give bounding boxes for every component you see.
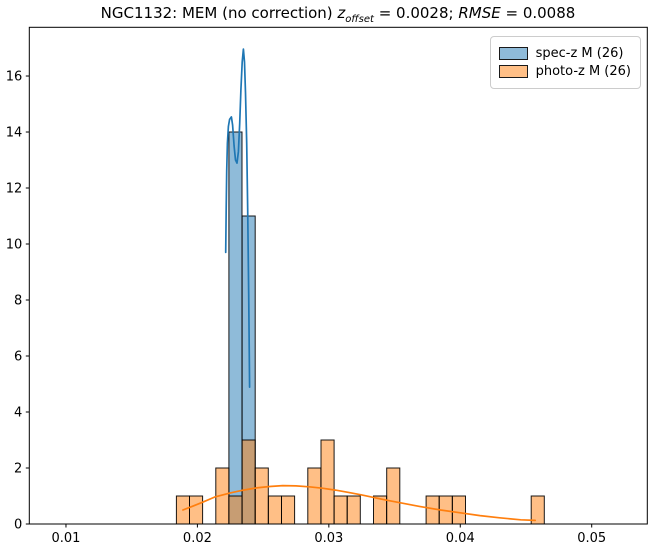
- hist-bar-photo-z: [451, 495, 466, 525]
- chart-title: NGC1132: MEM (no correction) zoffset = 0…: [101, 4, 576, 25]
- x-tick-label: 0.01: [51, 531, 80, 546]
- hist-bar-photo-z: [320, 439, 335, 525]
- hist-bar-photo-z: [346, 495, 361, 525]
- legend-item-photo-z: photo-z M (26): [498, 64, 631, 79]
- kde-line-photo-z: [182, 484, 537, 522]
- title-prefix: NGC1132: MEM (no correction): [100, 4, 338, 22]
- hist-bar-photo-z: [386, 467, 401, 525]
- y-tick-label: 0: [14, 518, 22, 533]
- hist-bar-photo-z: [228, 495, 243, 525]
- legend: spec-z M (26) photo-z M (26): [489, 36, 641, 89]
- y-tick-label: 4: [14, 406, 22, 421]
- y-tick-label: 8: [14, 294, 22, 309]
- y-tick-label: 14: [6, 126, 23, 141]
- legend-label-photo-z: photo-z M (26): [535, 64, 631, 79]
- hist-bar-photo-z: [307, 467, 322, 525]
- x-tick-label: 0.02: [183, 531, 212, 546]
- kde-line-spec-z: [224, 48, 251, 388]
- photo-z-swatch-icon: [498, 65, 528, 78]
- y-tick-label: 12: [6, 182, 23, 197]
- legend-item-spec-z: spec-z M (26): [498, 46, 631, 61]
- spec-z-swatch-icon: [498, 47, 528, 60]
- axes-frame: [28, 26, 648, 525]
- title-z-var: z: [337, 4, 346, 22]
- hist-bar-photo-z: [267, 495, 282, 525]
- title-rmse-label: RMSE: [458, 4, 501, 22]
- x-tick-label: 0.03: [314, 531, 343, 546]
- y-tick-label: 16: [6, 70, 23, 85]
- title-z-subscript: offset: [345, 14, 374, 25]
- x-tick-label: 0.05: [577, 531, 606, 546]
- hist-bar-photo-z: [254, 467, 269, 525]
- x-tick-label: 0.04: [446, 531, 475, 546]
- hist-bar-photo-z: [241, 439, 256, 525]
- legend-label-spec-z: spec-z M (26): [535, 46, 624, 61]
- title-zoffset-value: = 0.0028;: [373, 4, 459, 22]
- y-tick-label: 10: [6, 238, 23, 253]
- hist-bar-photo-z: [333, 495, 348, 525]
- hist-bar-photo-z: [189, 495, 204, 525]
- y-tick-label: 6: [14, 350, 22, 365]
- hist-bar-photo-z: [281, 495, 296, 525]
- hist-bar-spec-z: [228, 131, 243, 525]
- y-tick-label: 2: [14, 462, 22, 477]
- title-rmse-value: = 0.0088: [500, 4, 576, 22]
